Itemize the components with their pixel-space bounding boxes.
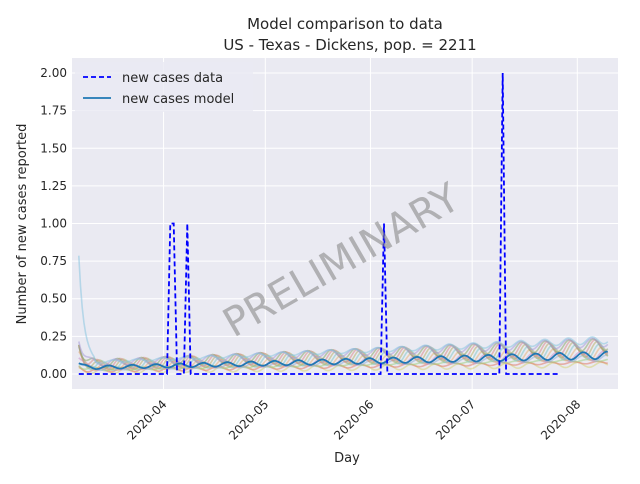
x-tick-label: 2020-07 xyxy=(433,397,478,442)
y-tick-labels: 0.00 0.25 0.50 0.75 1.00 1.25 1.50 1.75 2.00 xyxy=(40,66,67,381)
y-tick-label: 1.00 xyxy=(40,217,67,231)
legend: new cases data new cases model xyxy=(75,62,253,112)
y-tick-label: 0.75 xyxy=(40,254,67,268)
x-tick-label: 2020-05 xyxy=(226,397,271,442)
chart-title-line2: US - Texas - Dickens, pop. = 2211 xyxy=(223,36,476,54)
y-tick-label: 0.50 xyxy=(40,292,67,306)
x-tick-labels: 2020-04 2020-05 2020-06 2020-07 2020-08 xyxy=(124,397,583,442)
chart-title-line1: Model comparison to data xyxy=(247,15,443,33)
y-tick-label: 0.00 xyxy=(40,367,67,381)
x-axis-label: Day xyxy=(334,451,360,466)
y-tick-label: 1.75 xyxy=(40,104,67,118)
legend-label-model: new cases model xyxy=(122,92,234,107)
x-tick-label: 2020-06 xyxy=(331,397,376,442)
legend-label-data: new cases data xyxy=(122,71,223,86)
y-tick-label: 2.00 xyxy=(40,66,67,80)
x-tick-label: 2020-04 xyxy=(124,397,169,442)
y-axis-label: Number of new cases reported xyxy=(15,124,30,325)
y-tick-label: 0.25 xyxy=(40,329,67,343)
x-tick-label: 2020-08 xyxy=(538,397,583,442)
y-tick-label: 1.50 xyxy=(40,141,67,155)
y-tick-label: 1.25 xyxy=(40,179,67,193)
